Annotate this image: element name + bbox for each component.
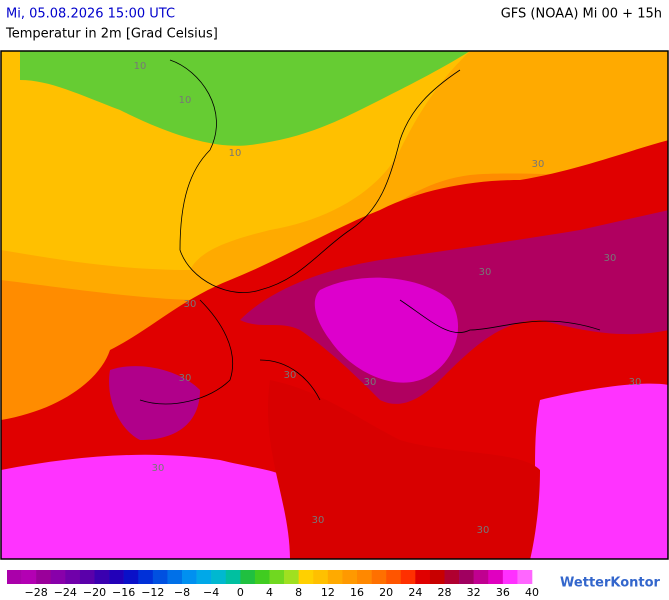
contour-label: 10 <box>179 95 192 106</box>
legend-swatch <box>138 570 154 584</box>
legend-tick-label: 12 <box>321 586 335 599</box>
contour-label: 30 <box>312 515 325 526</box>
map-frame <box>0 50 669 560</box>
contour-label: 30 <box>477 525 490 536</box>
legend-swatch <box>357 570 372 584</box>
legend-tick-label: −4 <box>203 586 219 599</box>
contour-label: 30 <box>532 159 545 170</box>
date-title: Mi, 05.08.2026 15:00 UTC <box>6 7 175 22</box>
legend-swatch <box>123 570 139 584</box>
legend-swatch <box>444 570 460 584</box>
legend-tick-label: 0 <box>237 586 244 599</box>
contour-label: 30 <box>604 253 617 264</box>
contour-label: 30 <box>284 370 297 381</box>
legend-tick-label: −24 <box>54 586 77 599</box>
legend-swatch <box>65 570 81 584</box>
contour-label: 30 <box>629 377 642 388</box>
legend-tick-label: −16 <box>112 586 135 599</box>
legend-swatch <box>240 570 256 584</box>
legend-swatch <box>21 570 37 584</box>
legend-swatch <box>400 570 416 584</box>
contour-label: 10 <box>134 61 147 72</box>
contour-label: 30 <box>152 463 165 474</box>
legend-tick-label: −20 <box>83 586 106 599</box>
legend-swatch <box>269 570 285 584</box>
legend-swatch <box>298 570 314 584</box>
legend-tick-label: 28 <box>438 586 452 599</box>
legend-tick-label: 32 <box>467 586 481 599</box>
legend-tick-label: 24 <box>408 586 422 599</box>
legend-swatch <box>167 570 183 584</box>
legend-tick-label: 4 <box>266 586 273 599</box>
legend-swatch <box>225 570 241 584</box>
legend-swatch <box>36 570 52 584</box>
contour-label: 30 <box>179 373 192 384</box>
legend-swatch <box>429 570 445 584</box>
legend-swatch <box>109 570 124 584</box>
legend-swatch <box>182 570 197 584</box>
legend-swatch <box>7 570 22 584</box>
legend-swatch <box>386 570 402 584</box>
legend-swatch <box>79 570 95 584</box>
zone-green <box>20 51 470 146</box>
legend: −28 −24 −20 −16 −12 −8 −4 0 4 8 12 16 20 24 28 32 36 40 <box>7 570 539 599</box>
zone-sahara-west <box>1 454 301 559</box>
coastline-south <box>139 299 601 405</box>
legend-swatch <box>502 570 518 584</box>
contour-label: 10 <box>229 148 242 159</box>
legend-tick-label: −28 <box>25 586 48 599</box>
legend-swatch <box>517 570 533 584</box>
legend-tick-label: −12 <box>141 586 164 599</box>
legend-tick-label: 8 <box>295 586 302 599</box>
model-title: GFS (NOAA) Mi 00 + 15h <box>501 7 662 22</box>
brand: WetterKontor <box>560 576 661 591</box>
contour-label: 30 <box>364 377 377 388</box>
legend-swatch <box>196 570 212 584</box>
coastline <box>169 59 461 293</box>
legend-swatch <box>488 570 504 584</box>
legend-swatch <box>342 570 358 584</box>
legend-swatch <box>94 570 110 584</box>
legend-tick-label: 40 <box>525 586 539 599</box>
legend-swatch <box>284 570 299 584</box>
contour-label: 30 <box>184 299 197 310</box>
legend-tick-label: −8 <box>174 586 190 599</box>
mediterranean <box>267 380 540 559</box>
legend-tick-label: 20 <box>379 586 393 599</box>
legend-swatch <box>327 570 343 584</box>
legend-swatch <box>415 570 431 584</box>
legend-swatch <box>313 570 329 584</box>
subtitle: Temperatur in 2m [Grad Celsius] <box>5 27 218 42</box>
legend-swatch <box>50 570 66 584</box>
legend-swatch <box>473 570 489 584</box>
legend-tick-label: 16 <box>350 586 364 599</box>
legend-swatch <box>254 570 270 584</box>
legend-swatch <box>459 570 474 584</box>
map: 10 10 10 30 30 30 30 30 30 30 30 30 30 30 <box>0 50 669 560</box>
legend-swatch <box>371 570 387 584</box>
legend-swatch <box>211 570 227 584</box>
zone-sahara-east <box>530 383 668 559</box>
zone-hot-balkans <box>314 277 459 383</box>
contour-label: 30 <box>479 267 492 278</box>
legend-swatch <box>152 570 168 584</box>
legend-tick-label: 36 <box>496 586 510 599</box>
